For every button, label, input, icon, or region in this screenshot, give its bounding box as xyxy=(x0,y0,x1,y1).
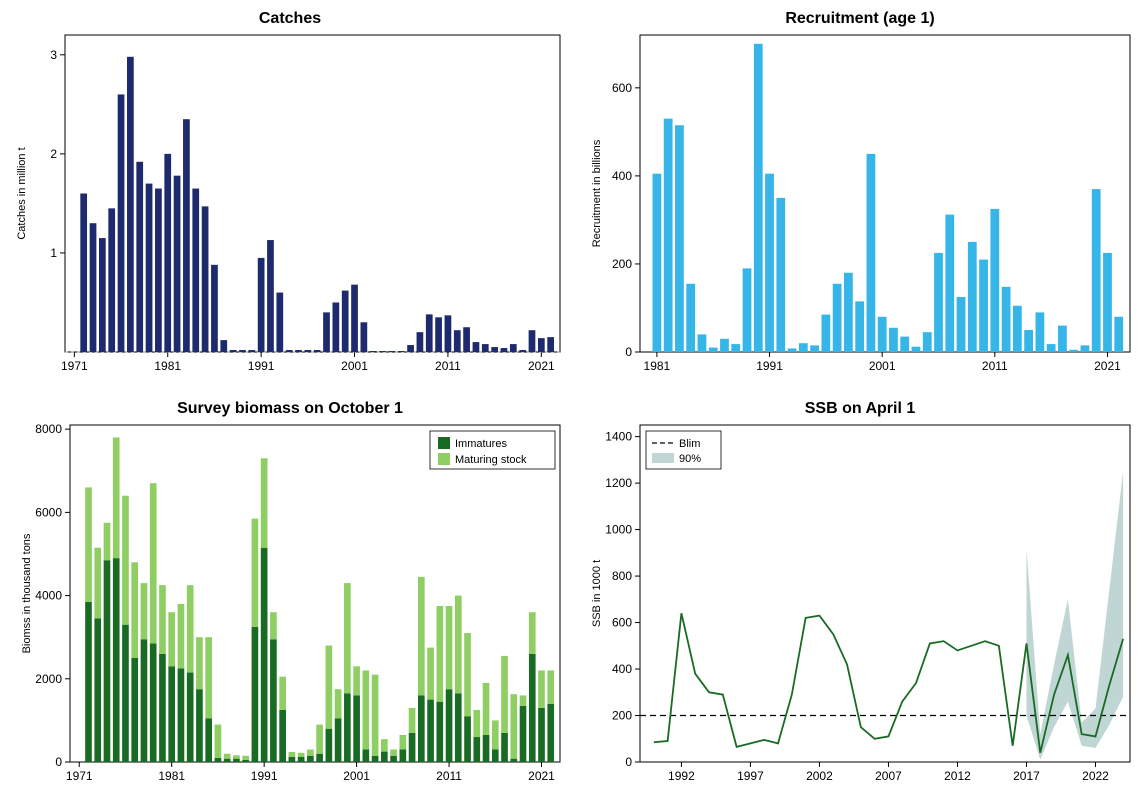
svg-text:1991: 1991 xyxy=(248,359,275,373)
title-recruitment: Recruitment (age 1) xyxy=(580,10,1140,28)
svg-text:2000: 2000 xyxy=(35,672,62,686)
svg-text:200: 200 xyxy=(612,709,632,723)
svg-text:Immatures: Immatures xyxy=(455,438,507,450)
svg-text:1992: 1992 xyxy=(668,769,695,783)
svg-text:2021: 2021 xyxy=(1094,359,1121,373)
svg-text:1981: 1981 xyxy=(644,359,671,373)
svg-text:1971: 1971 xyxy=(66,769,93,783)
svg-text:1981: 1981 xyxy=(158,769,185,783)
title-catches: Catches xyxy=(10,10,570,28)
svg-text:1400: 1400 xyxy=(605,430,632,444)
chart-biomass: 0 2000 4000 6000 8000 1971 1981 1991 2001 2011 202… xyxy=(10,420,570,790)
svg-text:1997: 1997 xyxy=(737,769,764,783)
svg-text:1200: 1200 xyxy=(605,476,632,490)
svg-text:3: 3 xyxy=(50,48,57,62)
chart-ssb: 0 200 400 600 800 1000 1200 1400 1992 1997 2002 200… xyxy=(580,420,1140,790)
svg-text:1971: 1971 xyxy=(61,359,88,373)
svg-text:600: 600 xyxy=(612,81,632,95)
svg-text:4000: 4000 xyxy=(35,589,62,603)
svg-text:Blim: Blim xyxy=(679,438,700,450)
svg-text:200: 200 xyxy=(612,257,632,271)
svg-text:Catches in million t: Catches in million t xyxy=(16,147,28,239)
chart-recruitment: 0 200 400 600 1981 1991 2001 2011 2021 Recruitmen… xyxy=(580,30,1140,380)
svg-text:8000: 8000 xyxy=(35,422,62,436)
svg-text:2002: 2002 xyxy=(806,769,833,783)
svg-text:Maturing stock: Maturing stock xyxy=(455,454,527,466)
svg-text:SSB in 1000 t: SSB in 1000 t xyxy=(591,560,603,627)
svg-text:2021: 2021 xyxy=(528,359,555,373)
svg-text:Biomss in thousand tons: Biomss in thousand tons xyxy=(21,533,33,653)
svg-text:400: 400 xyxy=(612,662,632,676)
svg-text:2017: 2017 xyxy=(1013,769,1040,783)
chart-grid: Catches 1 2 3 1971 1981 1991 2001 2011 2021 Catch… xyxy=(10,10,1135,800)
svg-text:2011: 2011 xyxy=(435,359,461,373)
svg-text:90%: 90% xyxy=(679,453,701,465)
svg-text:2012: 2012 xyxy=(944,769,971,783)
svg-text:400: 400 xyxy=(612,169,632,183)
svg-text:2: 2 xyxy=(50,147,57,161)
title-biomass: Survey biomass on October 1 xyxy=(10,400,570,418)
svg-text:0: 0 xyxy=(55,755,62,769)
svg-text:6000: 6000 xyxy=(35,505,62,519)
title-ssb: SSB on April 1 xyxy=(580,400,1140,418)
svg-text:1991: 1991 xyxy=(251,769,278,783)
svg-text:2001: 2001 xyxy=(869,359,896,373)
svg-text:2022: 2022 xyxy=(1082,769,1109,783)
svg-text:1981: 1981 xyxy=(154,359,181,373)
panel-catches: Catches 1 2 3 1971 1981 1991 2001 2011 2021 Catch… xyxy=(10,10,570,390)
svg-text:2011: 2011 xyxy=(436,769,462,783)
svg-text:800: 800 xyxy=(612,569,632,583)
svg-text:0: 0 xyxy=(625,755,632,769)
svg-text:Recruitment in billions: Recruitment in billions xyxy=(591,139,603,247)
svg-text:600: 600 xyxy=(612,616,632,630)
panel-ssb: SSB on April 1 0 200 400 600 800 1000 1200 1400… xyxy=(580,400,1140,800)
svg-text:1991: 1991 xyxy=(756,359,783,373)
svg-text:1: 1 xyxy=(50,246,57,260)
panel-recruitment: Recruitment (age 1) 0 200 400 600 1981 1991 20… xyxy=(580,10,1140,390)
svg-text:2001: 2001 xyxy=(341,359,368,373)
svg-text:2007: 2007 xyxy=(875,769,902,783)
svg-text:0: 0 xyxy=(625,345,632,359)
chart-catches: 1 2 3 1971 1981 1991 2001 2011 2021 Catches in mi… xyxy=(10,30,570,380)
svg-text:1000: 1000 xyxy=(605,523,632,537)
svg-text:2011: 2011 xyxy=(982,359,1008,373)
panel-biomass: Survey biomass on October 1 0 2000 4000 600… xyxy=(10,400,570,800)
svg-text:2001: 2001 xyxy=(343,769,370,783)
svg-text:2021: 2021 xyxy=(528,769,555,783)
